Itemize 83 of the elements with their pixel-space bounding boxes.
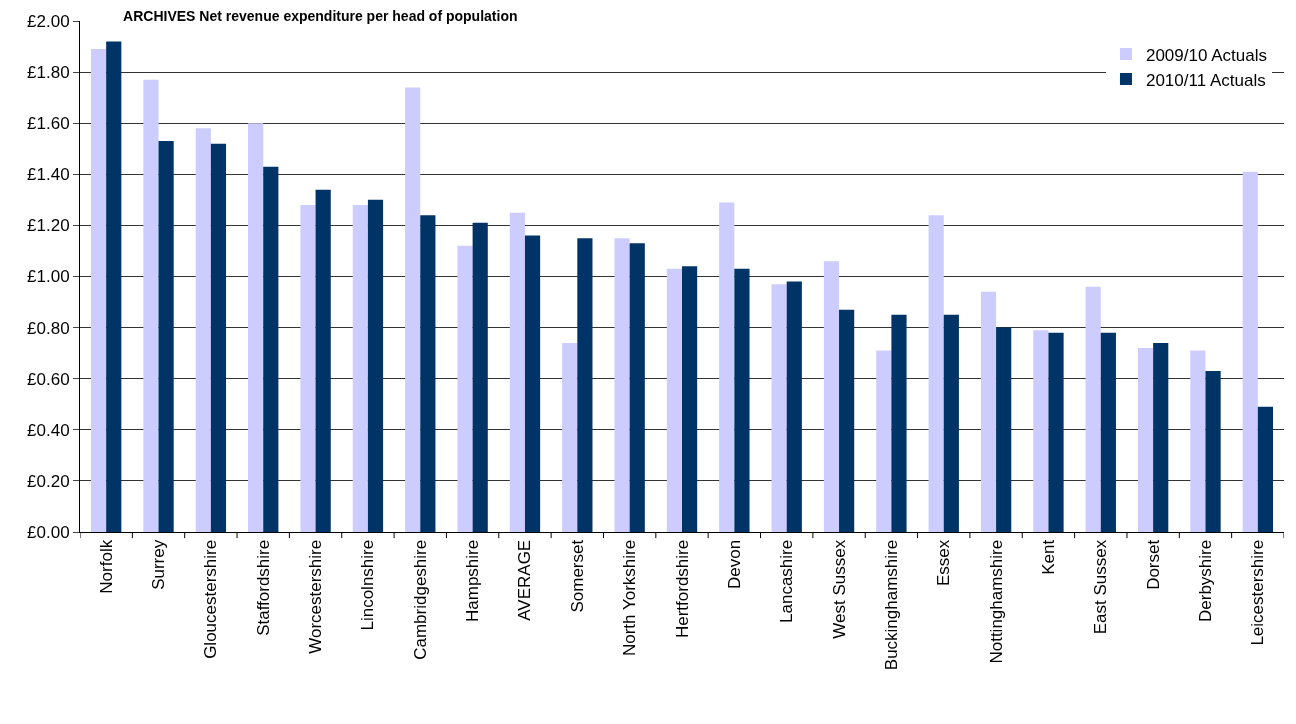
x-tick-label: Devon [724, 539, 744, 589]
bar [823, 261, 840, 532]
bar [352, 204, 368, 532]
y-tick-label: £1.60 [27, 114, 70, 134]
x-tick-label: Hertfordshire [672, 539, 692, 639]
x-tick-label: Norfolk [96, 539, 116, 594]
bar [367, 199, 384, 532]
bar [1085, 286, 1101, 532]
bar [1048, 332, 1064, 532]
bar [771, 284, 787, 532]
bar [315, 189, 331, 532]
x-tick-label: Surrey [149, 539, 169, 590]
bar [457, 245, 473, 532]
bar [577, 238, 593, 532]
x-tick-label: Lincolnshire [358, 539, 378, 631]
x-tick-label: Nottinghamshire [986, 539, 1006, 664]
legend-label: 2009/10 Actuals [1145, 45, 1267, 65]
bar [509, 212, 525, 532]
bar [943, 314, 959, 532]
bar [928, 215, 944, 532]
bar [562, 342, 578, 532]
bar [719, 202, 735, 532]
bar [666, 268, 682, 532]
y-tick-label: £0.60 [27, 369, 70, 389]
x-tick-label: Hampshire [463, 539, 483, 622]
x-tick-label: AVERAGE [515, 539, 535, 621]
bar [980, 291, 997, 532]
x-tick-label: Gloucestershire [201, 539, 221, 659]
x-tick-label: Somerset [567, 539, 587, 613]
bar [682, 266, 698, 532]
bar [1153, 342, 1169, 532]
x-tick-label: Kent [1038, 539, 1058, 575]
x-tick-label: North Yorkshire [620, 539, 640, 657]
chart-title: ARCHIVES Net revenue expenditure per head of population [123, 7, 518, 24]
y-tick-label: £1.80 [27, 63, 70, 83]
x-tick-label: Essex [934, 539, 954, 587]
bar [1137, 348, 1154, 532]
bar [263, 166, 279, 532]
x-tick-label: Cambridgeshire [410, 539, 430, 660]
x-tick-label: Leicestershire [1248, 539, 1268, 646]
bar [1100, 332, 1116, 532]
x-tick-label: West Sussex [829, 539, 849, 639]
y-tick-label: £1.00 [27, 267, 70, 287]
bar [195, 128, 211, 532]
bar [1190, 350, 1206, 532]
legend-label: 2010/11 Actuals [1145, 70, 1266, 90]
bar [1257, 406, 1274, 532]
y-tick-label: £0.40 [27, 420, 70, 440]
bar [614, 238, 630, 532]
bar [106, 41, 122, 532]
bar [1205, 371, 1221, 532]
x-tick-label: Staffordshire [253, 539, 273, 636]
x-tick-label: Derbyshire [1196, 539, 1216, 622]
bar [839, 309, 855, 532]
y-tick-label: £1.40 [27, 165, 70, 185]
x-tick-label: East Sussex [1091, 539, 1111, 635]
x-tick-label: Worcestershire [306, 539, 326, 654]
bar [210, 143, 227, 532]
bar [143, 79, 159, 532]
y-tick-label: £0.20 [27, 471, 70, 491]
bar [1242, 171, 1258, 532]
x-tick-label: Buckinghamshire [881, 539, 901, 671]
bar [90, 49, 107, 532]
bar [629, 243, 645, 532]
bar [524, 235, 541, 532]
bar [996, 327, 1012, 532]
bar [1033, 330, 1049, 532]
bar [891, 314, 907, 532]
bar [300, 204, 316, 532]
bar [248, 123, 264, 532]
bar [158, 141, 174, 532]
x-tick-label: Lancashire [777, 539, 797, 623]
y-tick-label: £1.20 [27, 216, 70, 236]
y-tick-label: £0.00 [27, 522, 70, 542]
y-tick-label: £0.80 [27, 318, 70, 338]
bar [405, 87, 421, 532]
x-tick-label: Dorset [1143, 539, 1163, 590]
bar [786, 281, 802, 532]
bar [734, 268, 750, 532]
y-tick-label: £2.00 [27, 11, 70, 31]
bar [876, 350, 892, 532]
bar [420, 215, 436, 532]
bar [472, 222, 488, 532]
